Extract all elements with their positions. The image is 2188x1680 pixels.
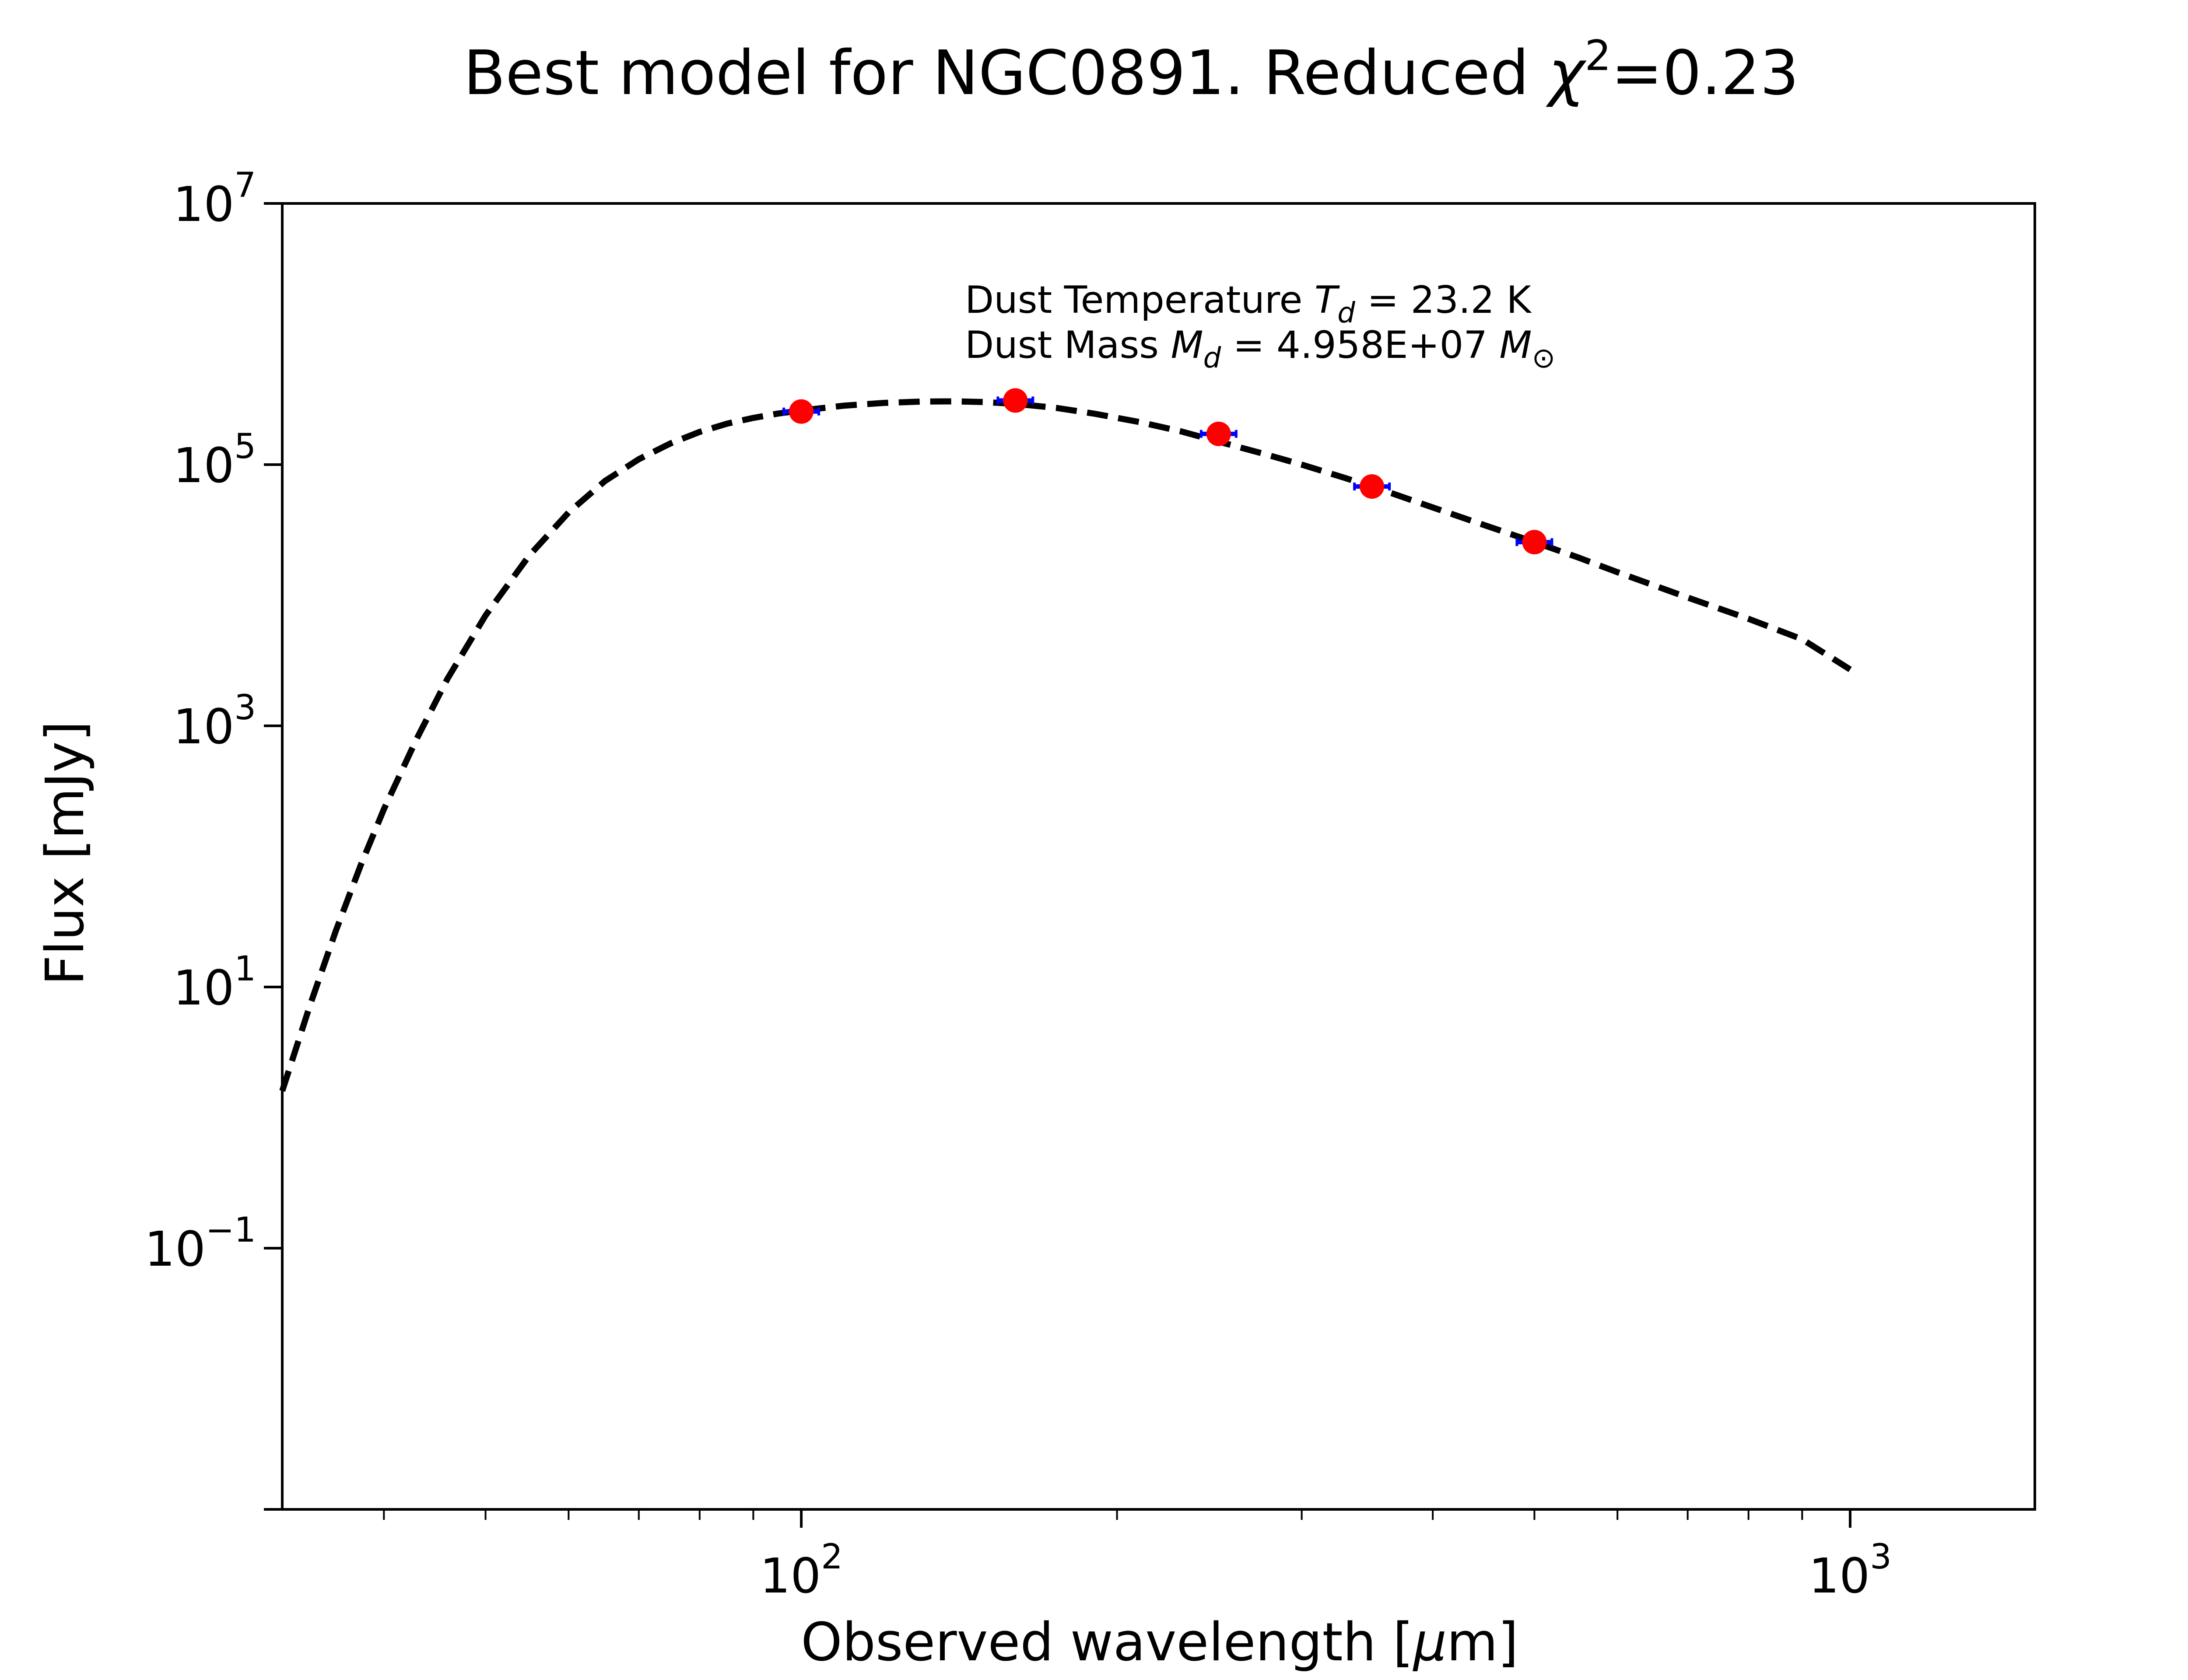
y-tick-label: 105 <box>173 427 256 494</box>
x-axis-ticks: 102 103 <box>760 1509 1892 1604</box>
data-point <box>1522 530 1547 555</box>
x-tick-label: 103 <box>1809 1537 1892 1604</box>
data-point <box>1003 388 1028 413</box>
chart-title: Best model for NGC0891. Reduced χ2=0.23 <box>463 32 1799 109</box>
plot-frame <box>281 202 2036 1511</box>
x-tick-label: 102 <box>760 1537 843 1604</box>
annotation-temperature: Dust Temperature Td = 23.2 K <box>965 278 1532 329</box>
observed-points <box>782 388 1553 555</box>
data-point <box>1206 421 1231 446</box>
x-axis-label: Observed wavelength [μm] <box>801 1612 1518 1673</box>
chi-superscript: 2 <box>1585 32 1611 80</box>
y-axis-label: Flux [mJy] <box>35 721 96 986</box>
x-axis-minor-ticks <box>383 1509 1803 1520</box>
model-curve <box>279 398 1852 1092</box>
y-tick-label: 10−1 <box>144 1211 256 1277</box>
y-axis-ticks: 10−1 101 103 105 107 <box>144 166 282 1511</box>
y-tick-label: 103 <box>173 688 256 755</box>
data-point <box>1360 474 1385 499</box>
y-tick-label: 107 <box>173 166 256 232</box>
data-point <box>789 399 814 424</box>
y-tick-label: 101 <box>173 949 256 1016</box>
annotation-mass: Dust Mass Md = 4.958E+07 M⊙ <box>965 323 1555 374</box>
chi-symbol: χ <box>1546 38 1587 109</box>
